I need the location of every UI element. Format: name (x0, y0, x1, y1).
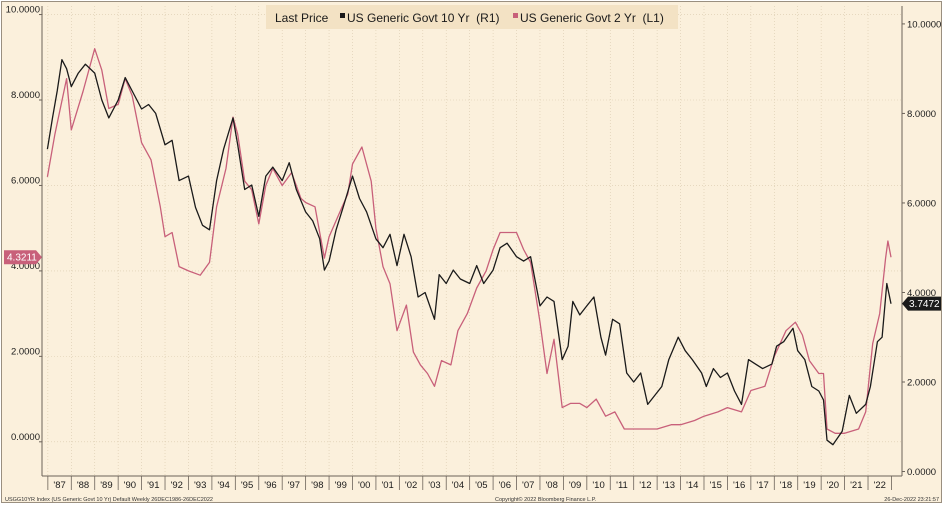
x-axis-tick-label: '95 (241, 480, 253, 491)
series-line-10yr (46, 59, 892, 446)
legend-label-2yr: US Generic Govt 2 Yr (L1) (520, 11, 664, 25)
right-axis-tick-label: 0.0000 (907, 467, 936, 478)
left-axis-tick-label: 6.0000 (11, 175, 40, 186)
x-axis-tick-label: '17 (756, 480, 768, 491)
grid (42, 6, 902, 476)
x-axis-tick-label: '10 (592, 480, 604, 491)
right-last-value-badge (902, 296, 941, 311)
legend-swatch-10yr (340, 13, 345, 18)
x-axis-tick-label: '19 (803, 480, 815, 491)
x-axis-tick-label: '16 (733, 480, 745, 491)
right-last-value-text: 3.7472 (909, 299, 940, 310)
legend-label-10yr: US Generic Govt 10 Yr (R1) (347, 11, 500, 25)
x-axis-tick-label: '04 (452, 480, 464, 491)
left-last-value-text: 4.3211 (7, 253, 37, 264)
x-axis-tick-label: '20 (827, 480, 839, 491)
series-layer (46, 48, 892, 446)
left-last-value-badge (4, 250, 42, 265)
x-axis-tick-label: '92 (171, 480, 183, 491)
series-line-2yr (46, 48, 892, 434)
x-axis-tick-label: '08 (545, 480, 557, 491)
left-axis: 10.0000 8.0000 6.0000 4.0000 2.0000 0.0000 (6, 5, 42, 443)
x-axis-tick-label: '05 (475, 480, 487, 491)
x-axis: '87 '88 '89 '90 '91 '92 '93 '94 '95 '96 '97 '98 '99 '… (47, 476, 892, 491)
x-axis-tick-label: '98 (311, 480, 323, 491)
x-axis-tick-label: '06 (499, 480, 511, 491)
right-axis: 10.0000 8.0000 6.0000 4.0000 2.0000 0.0000 (902, 19, 941, 478)
right-last-value-label: 3.7472 (902, 296, 941, 311)
x-axis-tick-label: '18 (780, 480, 792, 491)
legend-swatch-2yr (513, 13, 518, 18)
plot-area (42, 6, 902, 476)
x-axis-tick-label: '12 (639, 480, 651, 491)
legend: Last Price US Generic Govt 10 Yr (R1) US… (266, 5, 678, 29)
x-axis-tick-label: '00 (358, 480, 370, 491)
footer-left: USGG10YR Index (US Generic Govt 10 Yr) D… (5, 497, 213, 503)
x-axis-tick-label: '96 (264, 480, 276, 491)
footer-right: 26-Dec-2022 23:21:57 (884, 497, 939, 503)
right-axis-tick-label: 2.0000 (907, 378, 936, 389)
x-axis-tick-label: '22 (874, 480, 886, 491)
x-axis-tick-label: '87 (53, 480, 65, 491)
x-axis-tick-label: '21 (850, 480, 862, 491)
x-axis-tick-label: '02 (405, 480, 417, 491)
left-axis-tick-label: 10.0000 (6, 5, 40, 16)
left-last-value-label: 4.3211 (4, 250, 42, 265)
right-axis-tick-label: 8.0000 (907, 109, 936, 120)
x-axis-tick-label: '91 (147, 480, 159, 491)
x-axis-tick-label: '97 (288, 480, 300, 491)
x-axis-tick-label: '14 (686, 480, 698, 491)
left-axis-tick-label: 8.0000 (11, 90, 40, 101)
left-axis-tick-label: 4.0000 (11, 261, 40, 272)
x-axis-tick-label: '89 (100, 480, 112, 491)
legend-background (266, 5, 678, 29)
x-axis-tick-label: '11 (616, 480, 628, 491)
x-axis-tick-label: '01 (381, 480, 393, 491)
right-axis-tick-label: 6.0000 (907, 198, 936, 209)
right-axis-tick-label: 10.0000 (907, 19, 941, 30)
left-axis-tick-label: 0.0000 (11, 432, 40, 443)
footer-center: Copyright© 2022 Bloomberg Finance L.P. (495, 496, 597, 503)
x-axis-tick-label: '07 (522, 480, 534, 491)
x-axis-tick-label: '88 (77, 480, 89, 491)
x-axis-tick-label: '13 (663, 480, 675, 491)
x-axis-tick-label: '93 (194, 480, 206, 491)
left-axis-tick-label: 2.0000 (11, 346, 40, 357)
x-axis-tick-label: '90 (124, 480, 136, 491)
legend-title: Last Price (275, 11, 329, 25)
right-axis-tick-label: 4.0000 (907, 288, 936, 299)
x-axis-tick-label: '03 (428, 480, 440, 491)
x-axis-tick-label: '09 (569, 480, 581, 491)
x-axis-tick-label: '94 (217, 480, 229, 491)
x-axis-tick-label: '15 (710, 480, 722, 491)
x-axis-tick-label: '99 (335, 480, 347, 491)
